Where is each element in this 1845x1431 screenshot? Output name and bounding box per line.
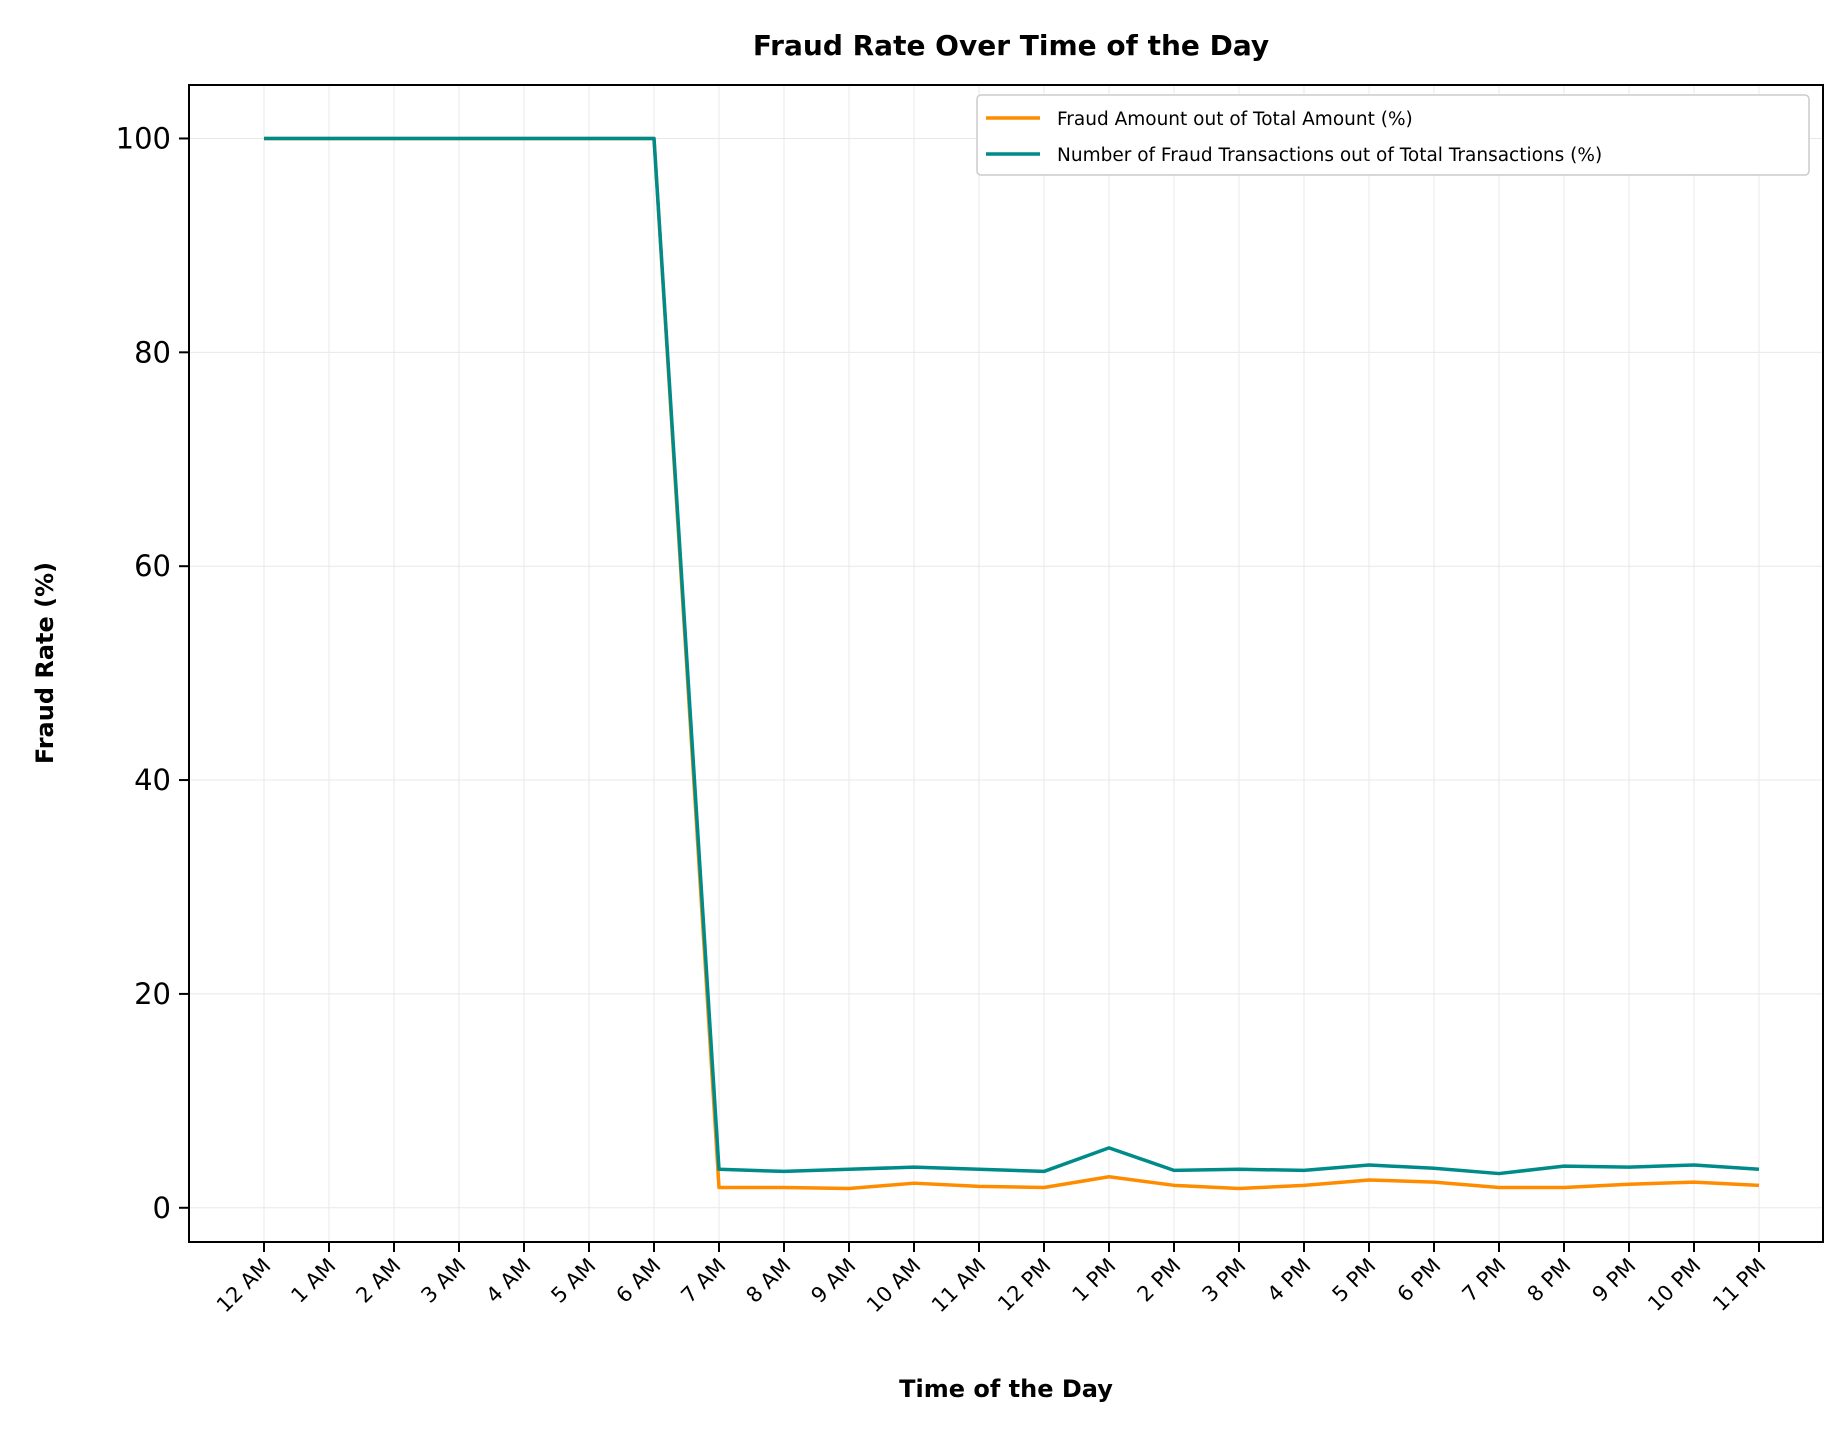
y-axis-label: Fraud Rate (%) xyxy=(31,562,59,764)
y-tick-label-2: 40 xyxy=(134,763,171,797)
series-line-0 xyxy=(264,136,1760,1191)
x-axis: 12 AM 1 AM 2 AM 3 AM 4 AM 5 AM 6 AM 7 AM 8 AM 9 A… xyxy=(212,1242,1771,1317)
x-tick-label-2: 2 AM xyxy=(351,1254,405,1308)
x-tick-label-9: 9 AM xyxy=(806,1254,860,1308)
x-tick-label-21: 9 PM xyxy=(1588,1254,1641,1307)
x-tick-label-14: 2 PM xyxy=(1133,1254,1186,1307)
x-tick-label-15: 3 PM xyxy=(1198,1254,1251,1307)
y-axis: 0 20 40 60 80 100 xyxy=(116,121,189,1225)
x-tick-label-16: 4 PM xyxy=(1263,1254,1316,1307)
chart-title: Fraud Rate Over Time of the Day xyxy=(753,29,1269,62)
x-tick-label-19: 7 PM xyxy=(1458,1254,1511,1307)
x-tick-label-22: 10 PM xyxy=(1643,1254,1705,1316)
x-tick-label-0: 12 AM xyxy=(212,1254,276,1318)
x-tick-label-4: 4 AM xyxy=(481,1254,535,1308)
plot-frame xyxy=(188,84,1824,1243)
x-tick-label-12: 12 PM xyxy=(993,1254,1055,1316)
x-tick-label-13: 1 PM xyxy=(1068,1254,1121,1307)
x-tick-label-1: 1 AM xyxy=(286,1254,340,1308)
y-tick-label-4: 80 xyxy=(134,335,171,369)
series-lines xyxy=(264,136,1760,1191)
x-tick-label-3: 3 AM xyxy=(416,1254,470,1308)
x-tick-label-20: 8 PM xyxy=(1523,1254,1576,1307)
x-tick-label-18: 6 PM xyxy=(1393,1254,1446,1307)
legend: Fraud Amount out of Total Amount (%) Numb… xyxy=(976,94,1810,176)
x-tick-label-6: 6 AM xyxy=(611,1254,665,1308)
x-tick-label-5: 5 AM xyxy=(546,1254,600,1308)
y-tick-label-0: 0 xyxy=(153,1191,171,1225)
x-tick-label-7: 7 AM xyxy=(676,1254,730,1308)
x-axis-label: Time of the Day xyxy=(899,1375,1113,1403)
legend-label-0: Fraud Amount out of Total Amount (%) xyxy=(1057,109,1413,130)
y-tick-label-5: 100 xyxy=(116,121,171,155)
legend-box xyxy=(976,94,1810,176)
y-tick-label-1: 20 xyxy=(134,977,171,1011)
x-tick-label-23: 11 PM xyxy=(1708,1254,1770,1316)
grid xyxy=(189,85,1823,1242)
x-tick-label-8: 8 AM xyxy=(741,1254,795,1308)
legend-label-1: Number of Fraud Transactions out of Tota… xyxy=(1057,145,1602,166)
x-tick-label-11: 11 AM xyxy=(927,1254,991,1318)
y-tick-label-3: 60 xyxy=(134,549,171,583)
series-line-1 xyxy=(264,136,1760,1176)
x-tick-label-17: 5 PM xyxy=(1328,1254,1381,1307)
x-tick-label-10: 10 AM xyxy=(862,1254,926,1318)
